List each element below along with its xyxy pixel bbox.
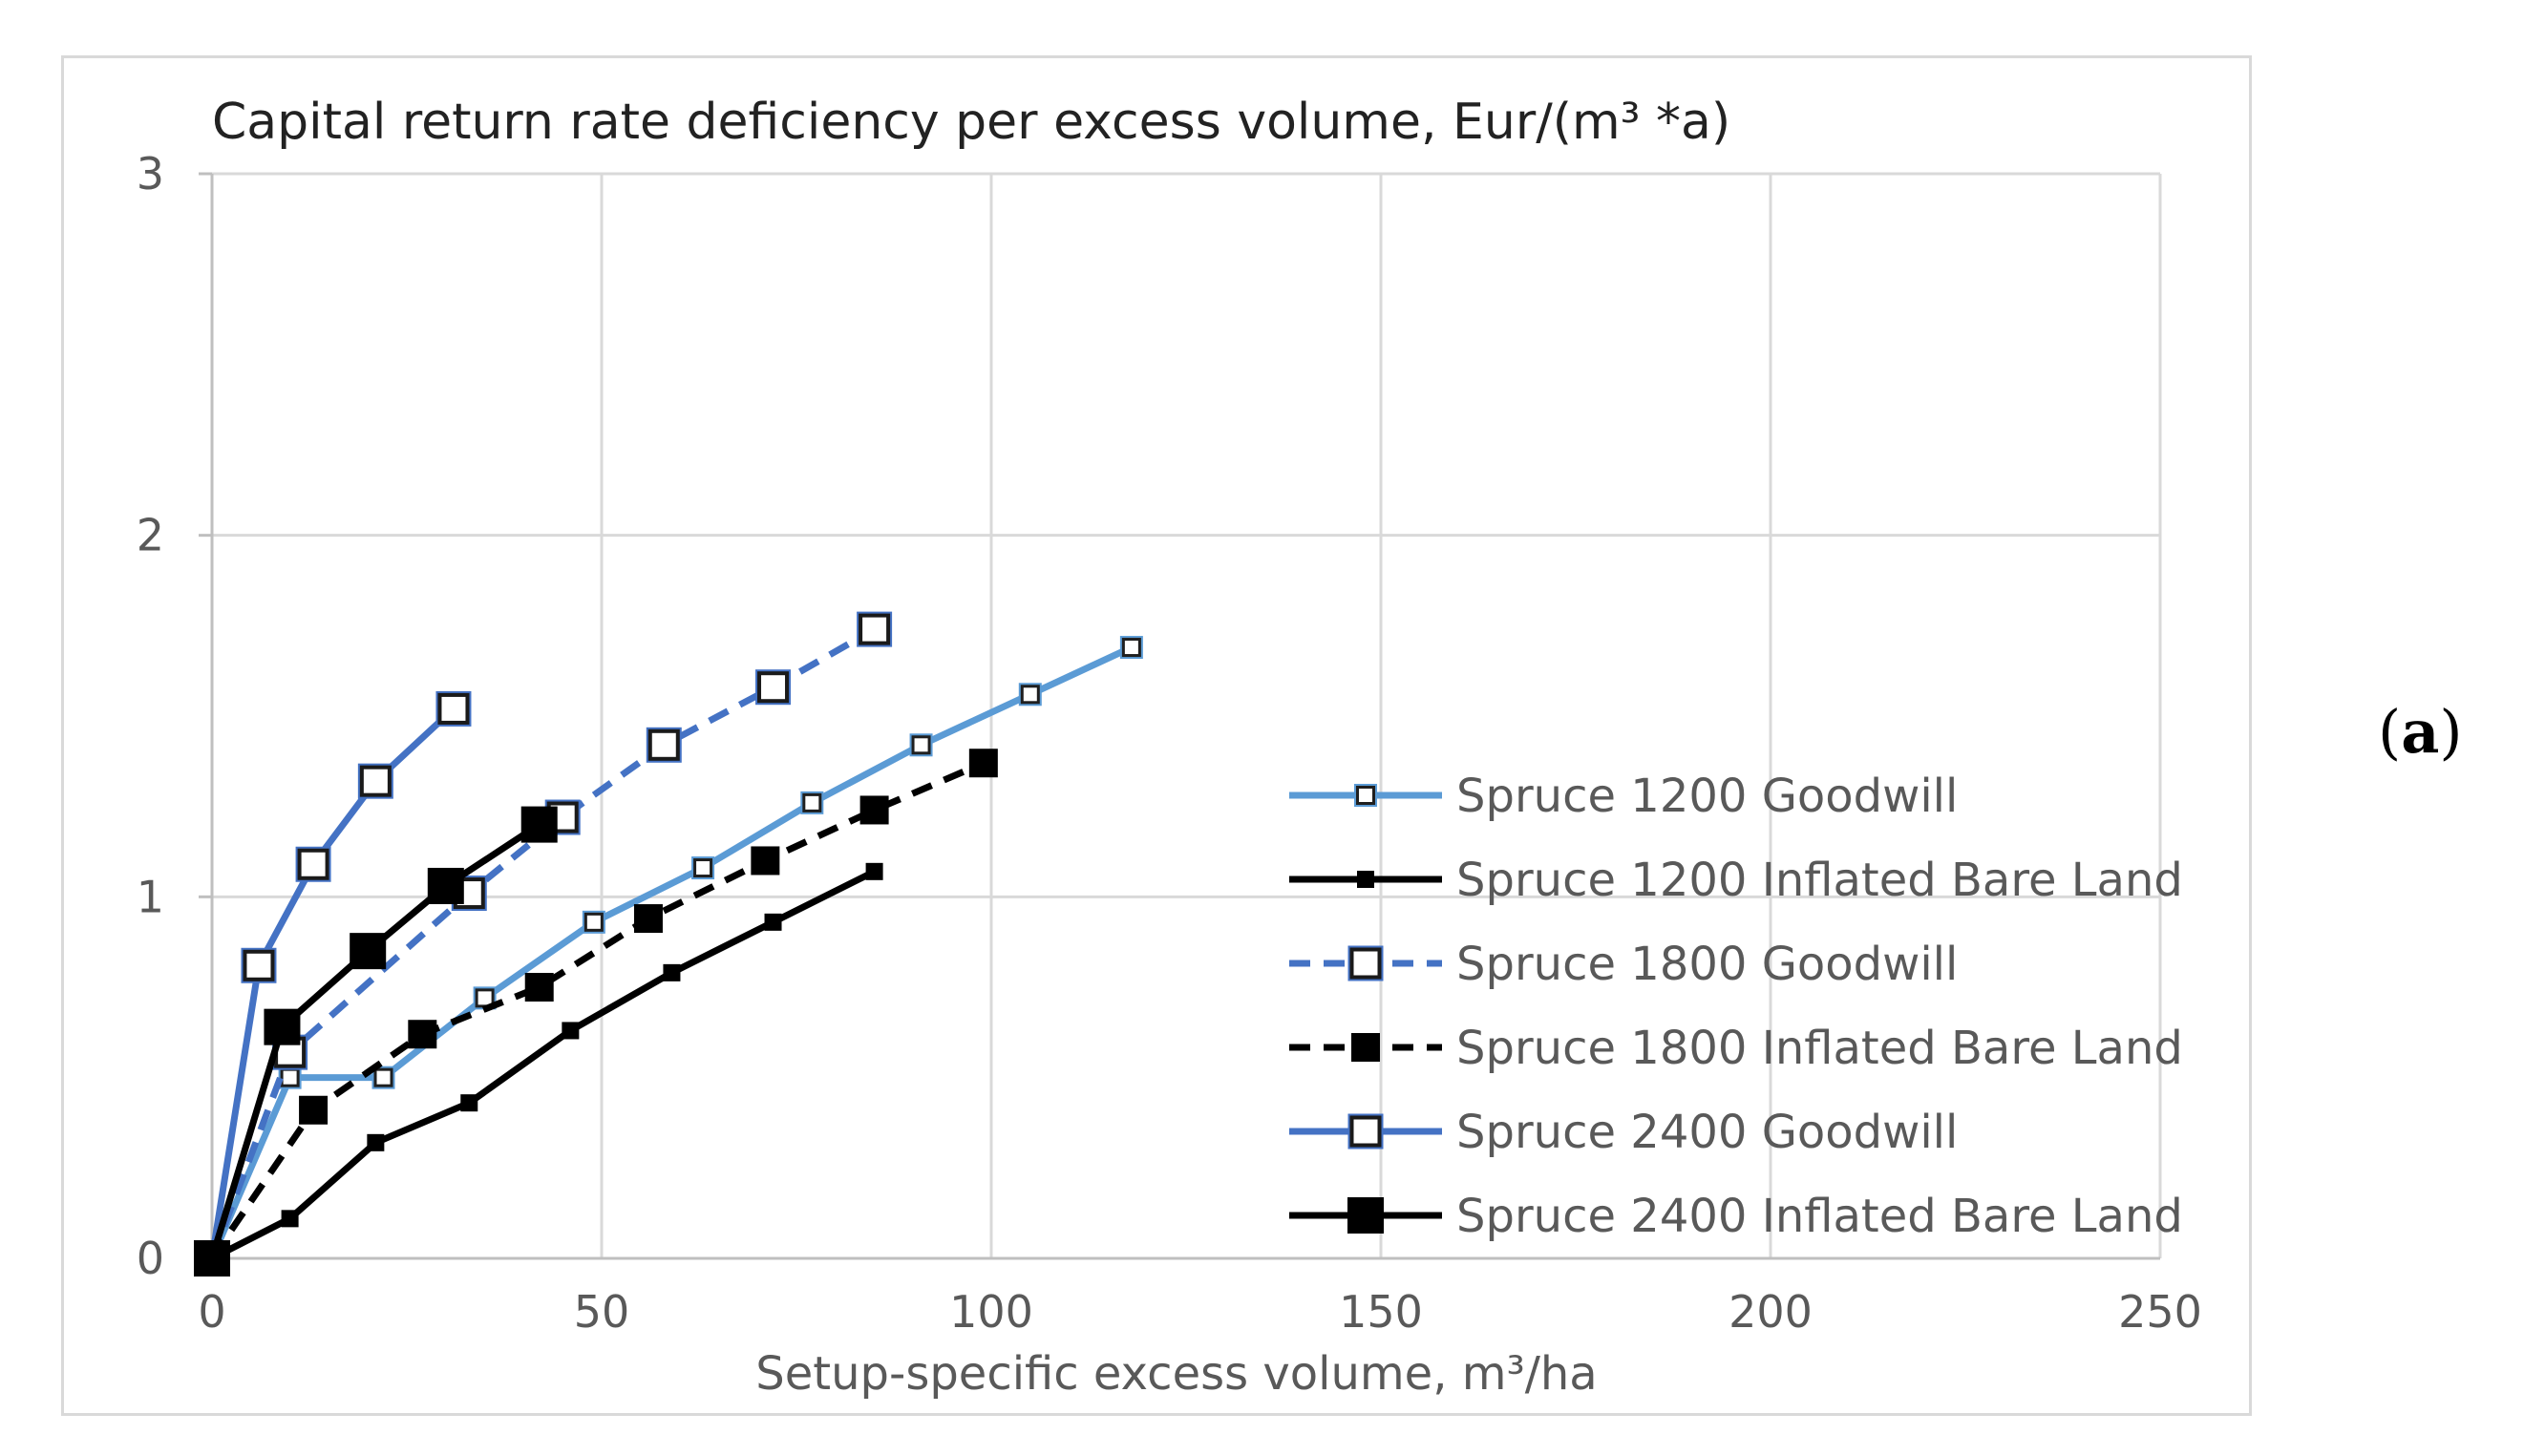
- tick-labels: 0 50 100 150 200 250 0 1 2 3: [137, 148, 2202, 1338]
- grid: [199, 172, 2162, 1260]
- legend: Spruce 1200 Goodwill Spruce 1200 Inflated…: [1289, 770, 2183, 1243]
- data-point: [751, 846, 780, 876]
- legend-item: Spruce 2400 Inflated Bare Land: [1289, 1190, 2183, 1243]
- series-line: [208, 644, 1134, 1260]
- legend-marker: [1348, 946, 1383, 981]
- x-axis-label: Setup-specific excess volume, m³/ha: [755, 1347, 1597, 1401]
- chart-title: Capital return rate deficiency per exces…: [212, 94, 1730, 151]
- data-point: [968, 749, 998, 778]
- legend-item: Spruce 1200 Inflated Bare Land: [1289, 854, 2183, 907]
- legend-marker: [1355, 785, 1376, 806]
- data-point: [583, 911, 604, 933]
- legend-item: Spruce 1800 Goodwill: [1289, 938, 1958, 991]
- data-point: [647, 728, 681, 762]
- data-point-rim: [1119, 636, 1143, 660]
- data-point: [633, 904, 663, 934]
- data-point: [367, 1133, 385, 1151]
- data-point: [372, 1066, 394, 1088]
- series-group: [194, 611, 1143, 1277]
- data-point-rim: [691, 856, 715, 880]
- data-point: [242, 948, 276, 982]
- legend-marker-rim: [1347, 945, 1384, 981]
- data-point: [358, 764, 392, 798]
- y-tick-label: 2: [137, 510, 164, 561]
- legend-label: Spruce 1200 Goodwill: [1456, 770, 1958, 823]
- legend-marker: [1351, 1033, 1380, 1062]
- x-tick-label: 150: [1339, 1286, 1423, 1338]
- panel-label: (a): [2378, 697, 2463, 767]
- x-tick-label: 200: [1729, 1286, 1813, 1338]
- x-tick-label: 100: [949, 1286, 1033, 1338]
- data-point: [296, 847, 330, 881]
- data-point: [692, 857, 714, 879]
- data-point: [764, 913, 782, 931]
- legend-marker: [1347, 1197, 1384, 1234]
- data-point: [408, 1020, 437, 1049]
- data-point: [859, 795, 889, 825]
- series-line: [209, 760, 986, 1260]
- data-point-rim: [371, 1066, 395, 1089]
- data-point-rim: [857, 611, 893, 647]
- data-point-rim: [241, 947, 277, 983]
- legend-marker: [1348, 1114, 1383, 1149]
- legend-item: Spruce 1200 Goodwill: [1289, 770, 1958, 823]
- data-point: [299, 1095, 329, 1125]
- legend-label: Spruce 1800 Inflated Bare Land: [1456, 1022, 2183, 1075]
- data-point-rim: [582, 910, 605, 934]
- series-line: [208, 821, 541, 1260]
- panel-label-letter: a: [2401, 697, 2440, 767]
- data-point: [460, 1094, 478, 1112]
- series-3: [194, 611, 893, 1277]
- data-point: [520, 806, 558, 843]
- x-tick-label: 250: [2118, 1286, 2202, 1338]
- legend-item: Spruce 2400 Goodwill: [1289, 1106, 1958, 1159]
- panel-label-close: ): [2439, 697, 2463, 767]
- data-point: [264, 1008, 301, 1045]
- data-point-rim: [800, 791, 824, 814]
- data-point: [663, 963, 681, 981]
- x-tick-label: 0: [198, 1286, 225, 1338]
- panel-label-open: (: [2378, 697, 2402, 767]
- series-line: [210, 868, 877, 1262]
- data-point: [194, 1240, 230, 1277]
- legend-marker: [1357, 871, 1374, 888]
- data-point: [436, 691, 471, 726]
- series-6: [194, 806, 558, 1277]
- x-tick-label: 50: [574, 1286, 630, 1338]
- legend-marker-rim: [1354, 784, 1377, 807]
- legend-label: Spruce 2400 Goodwill: [1456, 1106, 1958, 1159]
- legend-label: Spruce 1800 Goodwill: [1456, 938, 1958, 991]
- data-point: [281, 1210, 299, 1228]
- legend-item: Spruce 1800 Inflated Bare Land: [1289, 1022, 2183, 1075]
- data-point: [350, 933, 387, 970]
- legend-label: Spruce 1200 Inflated Bare Land: [1456, 854, 2183, 907]
- data-point-rim: [755, 669, 792, 706]
- data-point: [524, 973, 554, 1002]
- data-point: [910, 734, 932, 756]
- data-point-rim: [646, 727, 682, 763]
- data-point: [1120, 637, 1142, 659]
- y-tick-label: 3: [137, 148, 164, 200]
- data-point-rim: [357, 763, 393, 799]
- data-point: [756, 670, 791, 705]
- data-point-rim: [295, 846, 331, 882]
- data-point-rim: [435, 690, 472, 727]
- data-point: [865, 862, 883, 880]
- data-point-rim: [909, 733, 933, 757]
- data-point: [1019, 684, 1041, 706]
- legend-label: Spruce 2400 Inflated Bare Land: [1456, 1190, 2183, 1243]
- data-point: [562, 1022, 580, 1040]
- data-point: [858, 612, 892, 646]
- data-point-rim: [1018, 683, 1042, 707]
- data-point: [427, 867, 464, 904]
- legend-marker-rim: [1347, 1113, 1384, 1150]
- data-point: [801, 791, 823, 813]
- series-line: [208, 626, 877, 1260]
- y-tick-label: 0: [137, 1233, 164, 1284]
- y-tick-label: 1: [137, 871, 164, 922]
- data-point: [279, 1066, 301, 1088]
